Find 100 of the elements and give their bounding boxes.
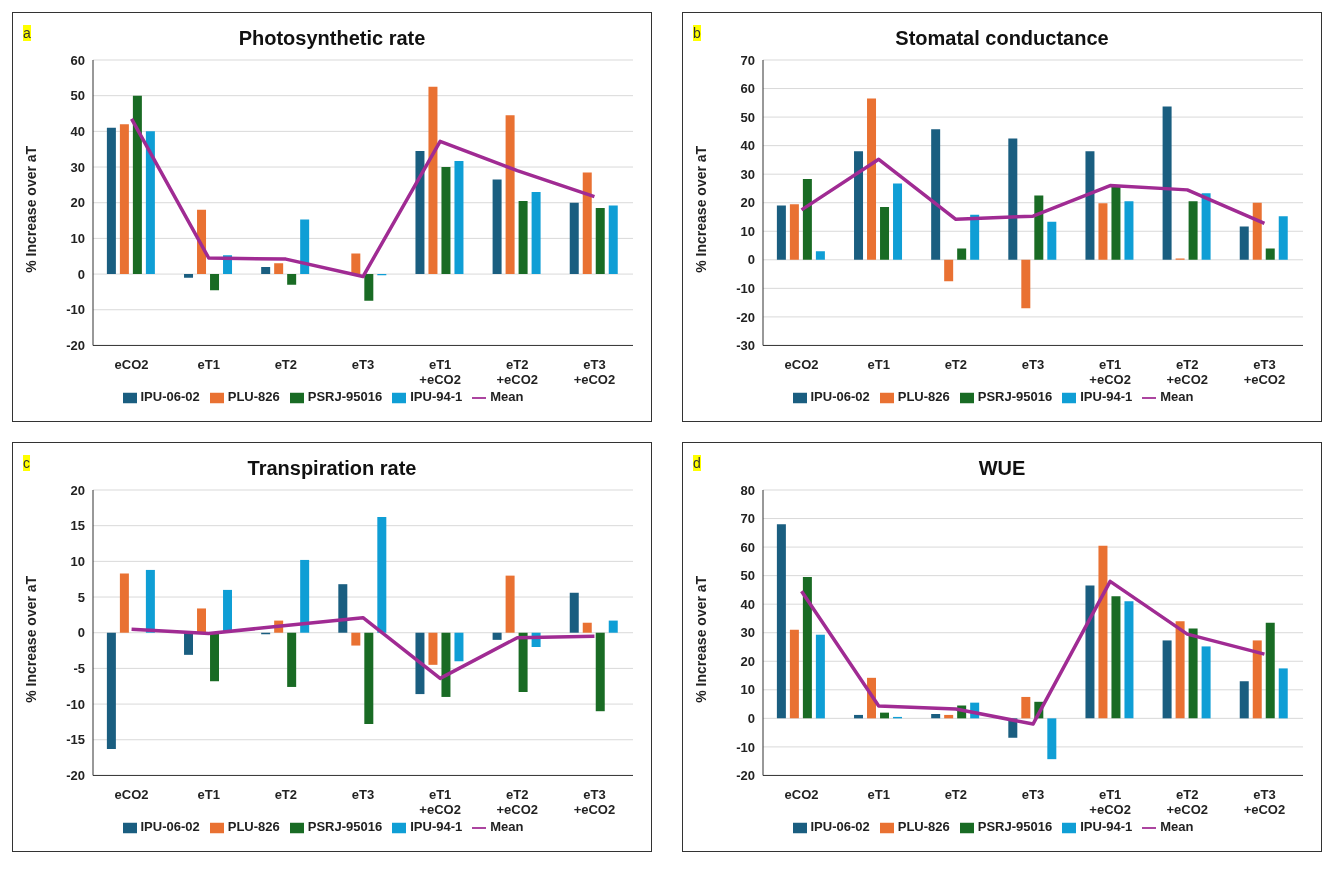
bar xyxy=(815,251,825,260)
bar xyxy=(1034,195,1044,260)
bar xyxy=(300,219,310,275)
bar xyxy=(802,577,812,719)
legend-label: PSRJ-95016 xyxy=(977,819,1053,835)
y-tick-label: 60 xyxy=(740,539,755,555)
bar xyxy=(145,569,155,633)
bar xyxy=(492,179,502,275)
x-tick-label: eT1 +eCO2 xyxy=(1089,787,1131,818)
y-tick-label: 0 xyxy=(747,252,755,268)
legend-label: PLU-826 xyxy=(227,389,280,405)
bar xyxy=(197,608,207,633)
y-tick-label: 50 xyxy=(740,109,755,125)
bar xyxy=(789,629,799,719)
x-tick-label: eT3 xyxy=(1021,787,1045,803)
legend-label: IPU-06-02 xyxy=(810,389,870,405)
bar xyxy=(351,253,361,275)
y-tick-label: 0 xyxy=(77,625,85,641)
bar xyxy=(119,573,129,633)
y-tick-label: -15 xyxy=(66,732,85,748)
y-tick-label: 60 xyxy=(70,52,85,68)
y-tick-label: 60 xyxy=(740,81,755,97)
bar xyxy=(106,632,116,750)
y-axis-title: % Increase over aT xyxy=(692,145,709,273)
bar xyxy=(1278,216,1288,260)
x-tick-label: eT2 +eCO2 xyxy=(496,357,539,388)
legend-label: IPU-94-1 xyxy=(1080,819,1133,835)
y-tick-label: 5 xyxy=(77,589,85,605)
x-tick-label: eT1 +eCO2 xyxy=(419,357,461,388)
bar xyxy=(867,98,877,260)
x-tick-label: eT3 +eCO2 xyxy=(573,787,616,818)
bar xyxy=(1175,621,1185,719)
y-tick-label: 20 xyxy=(70,195,85,211)
bar xyxy=(582,622,592,633)
x-tick-label: eT3 xyxy=(351,787,375,803)
bar xyxy=(1278,668,1288,719)
bar xyxy=(1124,601,1134,719)
bar xyxy=(1239,226,1249,260)
legend-label: Mean xyxy=(1160,389,1194,405)
legend-label: PSRJ-95016 xyxy=(977,389,1053,405)
bar xyxy=(893,183,903,260)
bar xyxy=(351,632,361,646)
bar xyxy=(595,208,605,275)
x-tick-label: eT2 xyxy=(274,787,298,803)
x-tick-label: eT1 xyxy=(197,787,220,803)
bar xyxy=(776,205,786,260)
y-tick-label: -20 xyxy=(736,309,755,325)
y-tick-label: 40 xyxy=(740,596,755,612)
bar xyxy=(944,259,954,282)
text: a xyxy=(23,25,31,41)
bar xyxy=(287,632,297,687)
legend-label: PLU-826 xyxy=(227,819,280,835)
y-tick-label: 50 xyxy=(70,88,85,104)
y-tick-label: 20 xyxy=(70,482,85,498)
bar xyxy=(261,266,271,275)
legend-label: PSRJ-95016 xyxy=(307,389,383,405)
y-tick-label: 70 xyxy=(740,52,755,68)
x-tick-label: eCO2 xyxy=(114,787,149,803)
bar xyxy=(518,632,528,692)
bar xyxy=(184,632,194,655)
legend-label: IPU-94-1 xyxy=(410,389,463,405)
y-tick-label: 15 xyxy=(70,518,85,534)
legend-label: PSRJ-95016 xyxy=(307,819,383,835)
x-tick-label: eCO2 xyxy=(784,357,819,373)
bar xyxy=(132,95,142,275)
bar xyxy=(441,167,451,275)
bar xyxy=(776,524,786,719)
bar xyxy=(1047,221,1057,260)
x-tick-label: eT2 xyxy=(944,787,968,803)
legend-label: PLU-826 xyxy=(897,819,950,835)
chart-title: Photosynthetic rate xyxy=(238,27,426,49)
legend-label: IPU-06-02 xyxy=(140,389,200,405)
x-tick-label: eT1 +eCO2 xyxy=(419,787,461,818)
bar xyxy=(1111,187,1121,260)
bar xyxy=(1085,151,1095,260)
bar xyxy=(454,160,464,275)
chart-title: Stomatal conductance xyxy=(895,27,1109,49)
chart-title: Transpiration rate xyxy=(247,457,417,479)
x-tick-label: eT1 +eCO2 xyxy=(1089,357,1131,388)
y-tick-label: 30 xyxy=(70,159,85,175)
y-axis-title: % Increase over aT xyxy=(22,575,39,703)
bar xyxy=(569,202,579,275)
y-tick-label: 30 xyxy=(740,166,755,182)
x-tick-label: eCO2 xyxy=(784,787,819,803)
y-tick-label: -20 xyxy=(66,768,85,784)
line-series xyxy=(129,615,597,681)
bar xyxy=(1252,202,1262,260)
bar xyxy=(1188,628,1198,719)
bar xyxy=(1188,201,1198,260)
bar xyxy=(492,632,502,640)
x-tick-label: eT2 xyxy=(944,357,968,373)
bar xyxy=(1098,545,1108,719)
bar xyxy=(1201,646,1211,719)
bar xyxy=(505,575,515,633)
bar xyxy=(415,632,425,695)
y-tick-label: -30 xyxy=(736,338,755,354)
bar xyxy=(210,274,220,291)
bar xyxy=(377,517,387,633)
y-tick-label: 70 xyxy=(740,511,755,527)
bar xyxy=(145,131,155,275)
